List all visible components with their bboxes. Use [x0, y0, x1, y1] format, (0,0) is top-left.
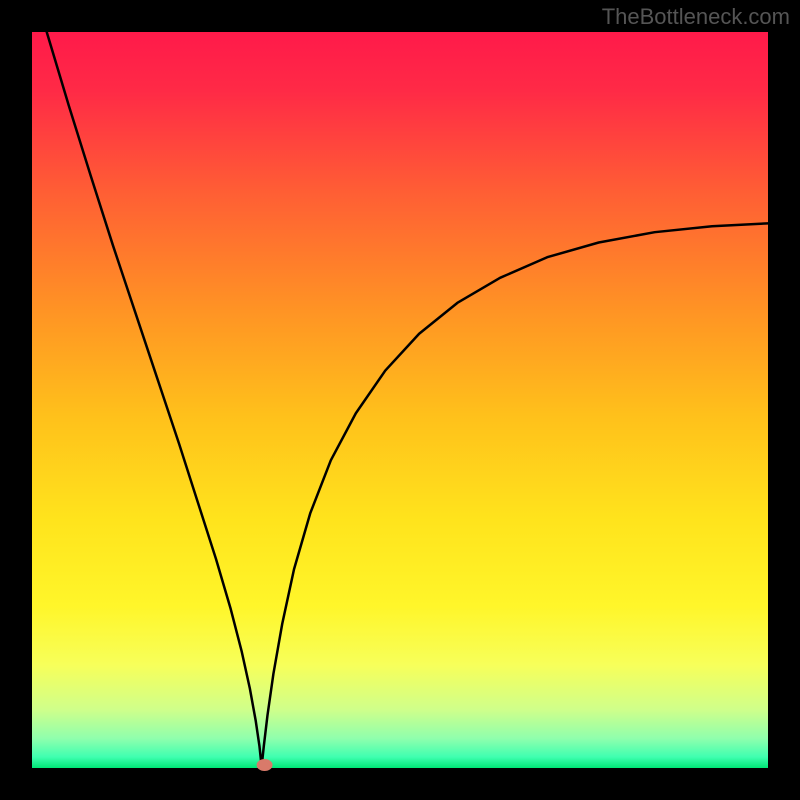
- plot-area-background: [32, 32, 768, 768]
- minimum-marker: [257, 759, 273, 771]
- watermark-text: TheBottleneck.com: [602, 4, 790, 30]
- bottleneck-chart-svg: [0, 0, 800, 800]
- chart-container: TheBottleneck.com: [0, 0, 800, 800]
